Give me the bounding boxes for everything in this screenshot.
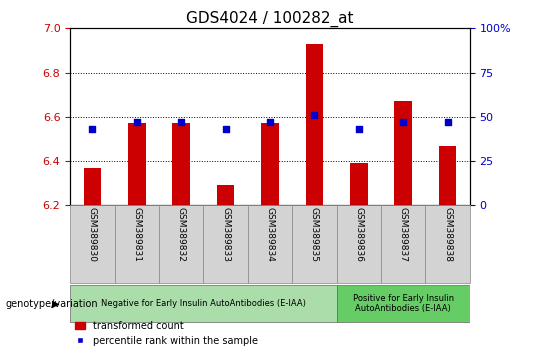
Bar bbox=[217, 185, 234, 205]
Text: GSM389831: GSM389831 bbox=[132, 207, 141, 262]
Text: GSM389832: GSM389832 bbox=[177, 207, 186, 262]
Bar bbox=[350, 163, 368, 205]
Bar bbox=[70, 205, 114, 283]
Text: GSM389834: GSM389834 bbox=[266, 207, 274, 262]
Bar bbox=[381, 205, 426, 283]
Point bbox=[310, 112, 319, 118]
Bar bbox=[438, 145, 456, 205]
Text: GSM389837: GSM389837 bbox=[399, 207, 408, 262]
Point bbox=[221, 126, 230, 132]
Bar bbox=[128, 124, 146, 205]
Bar bbox=[292, 205, 336, 283]
Text: GSM389833: GSM389833 bbox=[221, 207, 230, 262]
Bar bbox=[204, 205, 248, 283]
Bar bbox=[394, 101, 412, 205]
Text: GSM389835: GSM389835 bbox=[310, 207, 319, 262]
Point bbox=[399, 119, 408, 125]
Bar bbox=[114, 205, 159, 283]
Point bbox=[443, 119, 452, 125]
Title: GDS4024 / 100282_at: GDS4024 / 100282_at bbox=[186, 11, 354, 27]
Point bbox=[266, 119, 274, 125]
Point bbox=[354, 126, 363, 132]
Text: ▶: ▶ bbox=[52, 298, 59, 309]
Bar bbox=[159, 205, 204, 283]
Text: genotype/variation: genotype/variation bbox=[5, 298, 98, 309]
Bar bbox=[336, 285, 470, 322]
Point bbox=[132, 119, 141, 125]
Text: GSM389830: GSM389830 bbox=[88, 207, 97, 262]
Bar bbox=[84, 168, 102, 205]
Bar bbox=[172, 124, 190, 205]
Text: GSM389836: GSM389836 bbox=[354, 207, 363, 262]
Bar bbox=[70, 285, 336, 322]
Point bbox=[177, 119, 186, 125]
Point bbox=[88, 126, 97, 132]
Text: GSM389838: GSM389838 bbox=[443, 207, 452, 262]
Bar bbox=[306, 44, 323, 205]
Bar bbox=[248, 205, 292, 283]
Legend: transformed count, percentile rank within the sample: transformed count, percentile rank withi… bbox=[75, 321, 258, 346]
Text: Positive for Early Insulin
AutoAntibodies (E-IAA): Positive for Early Insulin AutoAntibodie… bbox=[353, 294, 454, 313]
Bar bbox=[261, 124, 279, 205]
Bar bbox=[426, 205, 470, 283]
Bar bbox=[336, 205, 381, 283]
Text: Negative for Early Insulin AutoAntibodies (E-IAA): Negative for Early Insulin AutoAntibodie… bbox=[101, 299, 306, 308]
